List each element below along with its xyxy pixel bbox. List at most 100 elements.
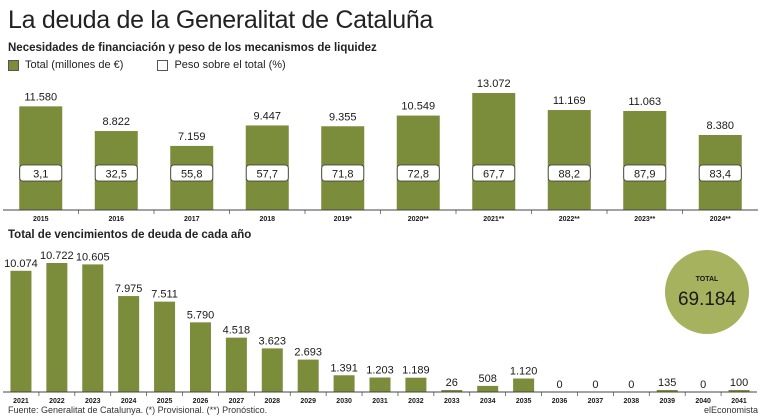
- total-bar: [396, 115, 440, 210]
- x-tick-label: 2037: [588, 398, 604, 405]
- total-value-label: 8.380: [706, 120, 734, 132]
- x-tick-label: 2015: [33, 216, 49, 223]
- x-tick-label: 2017: [184, 216, 200, 223]
- percent-value-label: 55,8: [181, 169, 202, 181]
- source-note: Fuente: Generalitat de Catalunya. (*) Pr…: [8, 405, 268, 415]
- total-value-label: 10.549: [401, 101, 435, 113]
- maturity-value-label: 1.203: [366, 365, 394, 377]
- percent-box: [170, 164, 214, 182]
- maturity-value-label: 135: [658, 377, 676, 389]
- percent-value-label: 88,2: [559, 169, 580, 181]
- percent-value-label: 32,5: [106, 169, 127, 181]
- maturity-bar: [441, 390, 463, 392]
- x-tick-label: 2036: [552, 398, 568, 405]
- x-tick-label: 2035: [516, 398, 532, 405]
- total-value-label: 9.447: [253, 110, 281, 122]
- percent-value-label: 83,4: [710, 169, 731, 181]
- x-tick-label: 2016: [108, 216, 124, 223]
- x-tick-label: 2021: [13, 398, 29, 405]
- x-tick-label: 2023: [85, 398, 101, 405]
- brand-credit: elEconomista: [703, 405, 758, 415]
- maturity-value-label: 1.391: [330, 362, 358, 374]
- maturity-value-label: 4.518: [223, 325, 251, 337]
- maturity-value-label: 10.074: [4, 258, 38, 270]
- percent-box: [245, 164, 289, 182]
- maturity-bar: [154, 301, 176, 392]
- total-bar: [19, 106, 63, 210]
- maturity-bar: [261, 348, 283, 392]
- percent-value-label: 87,9: [634, 169, 655, 181]
- total-value: 69.184: [678, 289, 737, 310]
- total-value-label: 8.822: [102, 116, 130, 128]
- maturity-value-label: 7.975: [115, 283, 143, 295]
- maturity-bar: [405, 377, 427, 392]
- x-tick-label: 2022: [49, 398, 65, 405]
- legend-label-percent: Peso sobre el total (%): [174, 59, 286, 71]
- total-circle: [665, 250, 749, 334]
- maturity-bar: [46, 263, 68, 392]
- legend-label-total: Total (millones de €): [25, 59, 124, 71]
- x-tick-label: 2023**: [634, 216, 655, 223]
- maturity-value-label: 0: [628, 379, 634, 391]
- chart1-subtitle: Necesidades de financiación y peso de lo…: [8, 42, 377, 54]
- percent-box: [396, 164, 440, 182]
- maturity-value-label: 3.623: [259, 335, 287, 347]
- percent-box: [94, 164, 138, 182]
- maturity-bar: [513, 378, 535, 392]
- percent-value-label: 57,7: [257, 169, 278, 181]
- x-tick-label: 2033: [444, 398, 460, 405]
- maturity-bar: [189, 322, 211, 392]
- percent-box: [623, 164, 667, 182]
- page-title: La deuda de la Generalitat de Cataluña: [8, 6, 434, 34]
- legend-swatch-total: [8, 59, 19, 71]
- x-tick-label: 2029: [300, 398, 316, 405]
- x-tick-label: 2021**: [483, 216, 504, 223]
- total-bar: [472, 93, 516, 210]
- percent-box: [321, 164, 365, 182]
- x-tick-label: 2038: [624, 398, 640, 405]
- maturity-value-label: 1.120: [510, 366, 538, 378]
- x-tick-label: 2020**: [408, 216, 429, 223]
- total-value-label: 11.580: [24, 91, 57, 103]
- x-tick-label: 2031: [372, 398, 388, 405]
- maturity-value-label: 0: [592, 379, 598, 391]
- percent-value-label: 3,1: [33, 169, 48, 181]
- total-value-label: 11.169: [553, 95, 586, 107]
- total-value-label: 11.063: [628, 96, 661, 108]
- x-tick-label: 2024**: [710, 216, 731, 223]
- x-tick-label: 2019*: [334, 216, 353, 223]
- x-tick-label: 2030: [336, 398, 352, 405]
- total-value-label: 13.072: [477, 78, 511, 90]
- percent-value-label: 72,8: [408, 169, 429, 181]
- total-label: TOTAL: [696, 276, 719, 283]
- x-tick-label: 2018: [259, 216, 275, 223]
- legend: Total (millones de €) Peso sobre el tota…: [8, 59, 286, 71]
- chart2-subtitle: Total de vencimientos de deuda de cada a…: [8, 229, 252, 241]
- legend-swatch-percent: [157, 59, 169, 71]
- maturity-value-label: 5.790: [187, 309, 215, 321]
- maturity-value-label: 508: [479, 373, 497, 385]
- maturity-value-label: 10.605: [76, 251, 110, 263]
- maturity-value-label: 10.722: [40, 250, 74, 262]
- x-tick-label: 2025: [157, 398, 173, 405]
- maturity-bar: [477, 385, 499, 392]
- maturity-bar: [225, 337, 247, 392]
- x-tick-label: 2028: [264, 398, 280, 405]
- percent-value-label: 67,7: [483, 169, 504, 181]
- percent-box: [472, 164, 516, 182]
- x-tick-label: 2040: [695, 398, 711, 405]
- maturity-bar: [369, 377, 391, 392]
- x-tick-label: 2024: [121, 398, 137, 405]
- maturity-value-label: 7.511: [151, 289, 178, 301]
- maturity-value-label: 0: [700, 379, 706, 391]
- percent-value-label: 71,8: [332, 169, 353, 181]
- maturity-bar: [656, 390, 678, 392]
- percent-box: [19, 164, 63, 182]
- x-tick-label: 2041: [731, 398, 747, 405]
- x-tick-label: 2032: [408, 398, 424, 405]
- maturity-bar: [82, 264, 104, 392]
- total-bar: [547, 110, 591, 210]
- maturity-value-label: 0: [556, 379, 562, 391]
- x-tick-label: 2026: [193, 398, 209, 405]
